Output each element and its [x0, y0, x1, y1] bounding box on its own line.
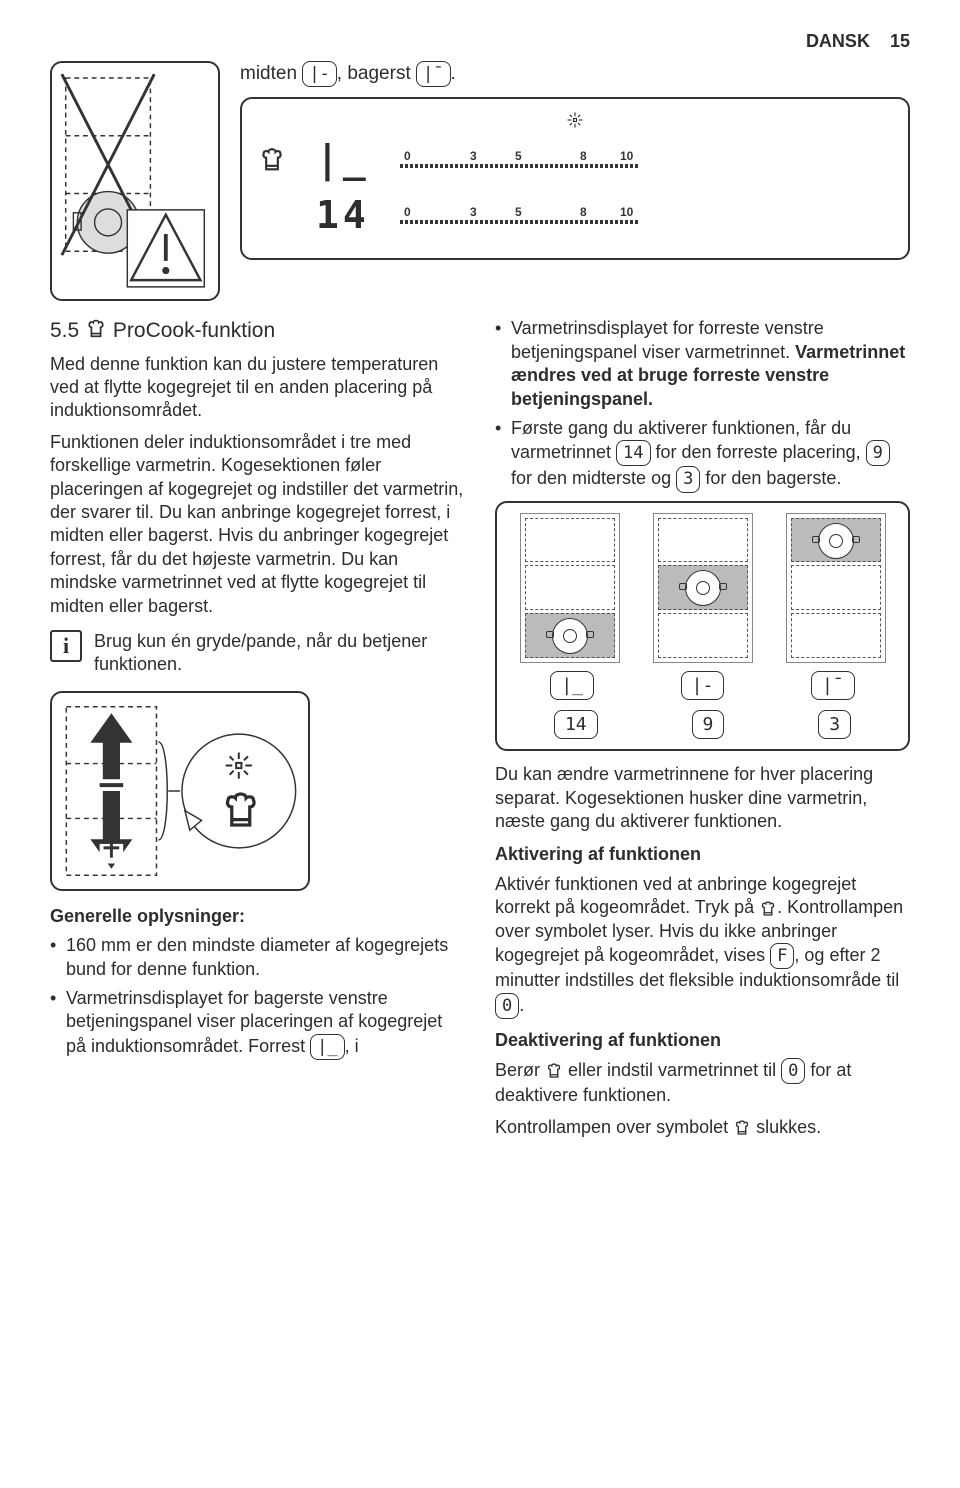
- zone-key: 9: [692, 710, 725, 739]
- section-heading: 5.5 ProCook-funktion: [50, 317, 465, 344]
- paragraph-6: Kontrollampen over symbolet slukkes.: [495, 1116, 910, 1139]
- key-3: 3: [676, 466, 700, 492]
- seg-display-1: |_: [316, 135, 370, 184]
- zone-keys-bot: 14 9 3: [507, 710, 898, 739]
- general-header: Generelle oplysninger:: [50, 905, 465, 928]
- zone-key: |-: [681, 671, 725, 700]
- zone-key: |¯: [811, 671, 855, 700]
- svg-text:3: 3: [470, 150, 477, 163]
- midten-word: midten: [240, 63, 297, 84]
- header-lang: DANSK: [806, 31, 870, 51]
- p6b: slukkes.: [751, 1117, 821, 1137]
- list-text-b: , i: [345, 1036, 359, 1056]
- p6a: Kontrollampen over symbolet: [495, 1117, 733, 1137]
- top-row: midten |-, bagerst |¯. |_ 0 3 5 8 10: [50, 61, 910, 301]
- chef-icon: [85, 318, 107, 340]
- list-item: Varmetrinsdisplayet for forreste venstre…: [495, 317, 910, 411]
- activate-heading: Aktivering af funktionen: [495, 843, 910, 866]
- heat-bar-1: 0 3 5 8 10: [400, 150, 700, 170]
- svg-text:10: 10: [620, 150, 634, 163]
- zone-keys-top: |_ |- |¯: [507, 671, 898, 700]
- right-column: Varmetrinsdisplayet for forreste venstre…: [495, 317, 910, 1147]
- zone-key: |_: [550, 671, 594, 700]
- info-text: Brug kun én gryde/pande, når du betjener…: [94, 630, 465, 677]
- warning-diagram: [50, 61, 220, 301]
- paragraph-1: Med denne funktion kan du justere temper…: [50, 353, 465, 423]
- svg-text:0: 0: [404, 206, 411, 219]
- paragraph-2: Funktionen deler induktionsområdet i tre…: [50, 431, 465, 618]
- key-forrest: |_: [310, 1034, 344, 1060]
- chef-icon: [759, 900, 777, 918]
- key-9: 9: [866, 440, 890, 466]
- list-item: Varmetrinsdisplayet for bagerste venstre…: [50, 987, 465, 1060]
- zone-key: 14: [554, 710, 598, 739]
- paragraph-5: Berør eller indstil varmetrinnet til 0 f…: [495, 1058, 910, 1107]
- right-text-2d: for den bagerste.: [700, 468, 841, 488]
- general-list: 160 mm er den mindste diameter af kogegr…: [50, 934, 465, 1060]
- zones-diagram: |_ |- |¯ 14 9 3: [495, 501, 910, 752]
- panel-row-1: |_ 0 3 5 8 10: [258, 135, 892, 184]
- zone-key: 3: [818, 710, 851, 739]
- seg-display-2: 14: [316, 191, 370, 240]
- key-back: |¯: [416, 61, 450, 87]
- main-columns: 5.5 ProCook-funktion Med denne funktion …: [50, 317, 910, 1147]
- page-header: DANSK 15: [50, 30, 910, 53]
- p4d: .: [519, 994, 524, 1014]
- chef-icon: [733, 1119, 751, 1137]
- move-diagram: [50, 691, 310, 891]
- svg-text:10: 10: [620, 206, 634, 219]
- key-0: 0: [495, 993, 519, 1019]
- left-column: 5.5 ProCook-funktion Med denne funktion …: [50, 317, 465, 1147]
- bagerst-word: , bagerst: [337, 63, 411, 84]
- list-item: 160 mm er den mindste diameter af kogegr…: [50, 934, 465, 981]
- key-0b: 0: [781, 1058, 805, 1084]
- paragraph-3: Du kan ændre varmetrinnene for hver plac…: [495, 763, 910, 833]
- svg-text:5: 5: [515, 150, 522, 163]
- period: .: [451, 63, 456, 84]
- svg-text:0: 0: [404, 150, 411, 163]
- zone-mid: [653, 513, 753, 663]
- zone-back: [786, 513, 886, 663]
- chef-icon: [545, 1062, 563, 1080]
- p5b: eller indstil varmetrinnet til: [563, 1060, 781, 1080]
- deactivate-heading: Deaktivering af funktionen: [495, 1029, 910, 1052]
- sun-icon: [566, 111, 584, 129]
- panel-row-2: 14 0 3 5 8 10: [258, 191, 892, 240]
- zones-row: [507, 513, 898, 663]
- svg-text:8: 8: [580, 150, 587, 163]
- key-14: 14: [616, 440, 650, 466]
- paragraph-4: Aktivér funktionen ved at anbringe kogeg…: [495, 873, 910, 1019]
- chef-icon: [258, 146, 286, 174]
- p5a: Berør: [495, 1060, 545, 1080]
- midten-line: midten |-, bagerst |¯.: [240, 61, 910, 87]
- svg-text:3: 3: [470, 206, 477, 219]
- right-text-1a: Varmetrinsdisplayet for forreste venstre…: [511, 318, 824, 361]
- svg-text:8: 8: [580, 206, 587, 219]
- key-mid: |-: [302, 61, 336, 87]
- right-text-2c: for den midterste og: [511, 468, 676, 488]
- key-f: F: [770, 943, 794, 969]
- header-page: 15: [890, 31, 910, 51]
- zone-front: [520, 513, 620, 663]
- info-icon: i: [50, 630, 82, 662]
- list-text: Varmetrinsdisplayet for bagerste venstre…: [66, 988, 442, 1056]
- heat-bar-2: 0 3 5 8 10: [400, 206, 700, 226]
- section-number: 5.5: [50, 319, 79, 342]
- right-list: Varmetrinsdisplayet for forreste venstre…: [495, 317, 910, 492]
- display-panel: |_ 0 3 5 8 10 14 0: [240, 97, 910, 260]
- section-title: ProCook-funktion: [113, 319, 275, 342]
- info-box: i Brug kun én gryde/pande, når du betjen…: [50, 630, 465, 677]
- top-right-area: midten |-, bagerst |¯. |_ 0 3 5 8 10: [240, 61, 910, 301]
- svg-text:5: 5: [515, 206, 522, 219]
- list-item: Første gang du aktiverer funktionen, får…: [495, 417, 910, 493]
- right-text-2b: for den forreste placering,: [651, 442, 866, 462]
